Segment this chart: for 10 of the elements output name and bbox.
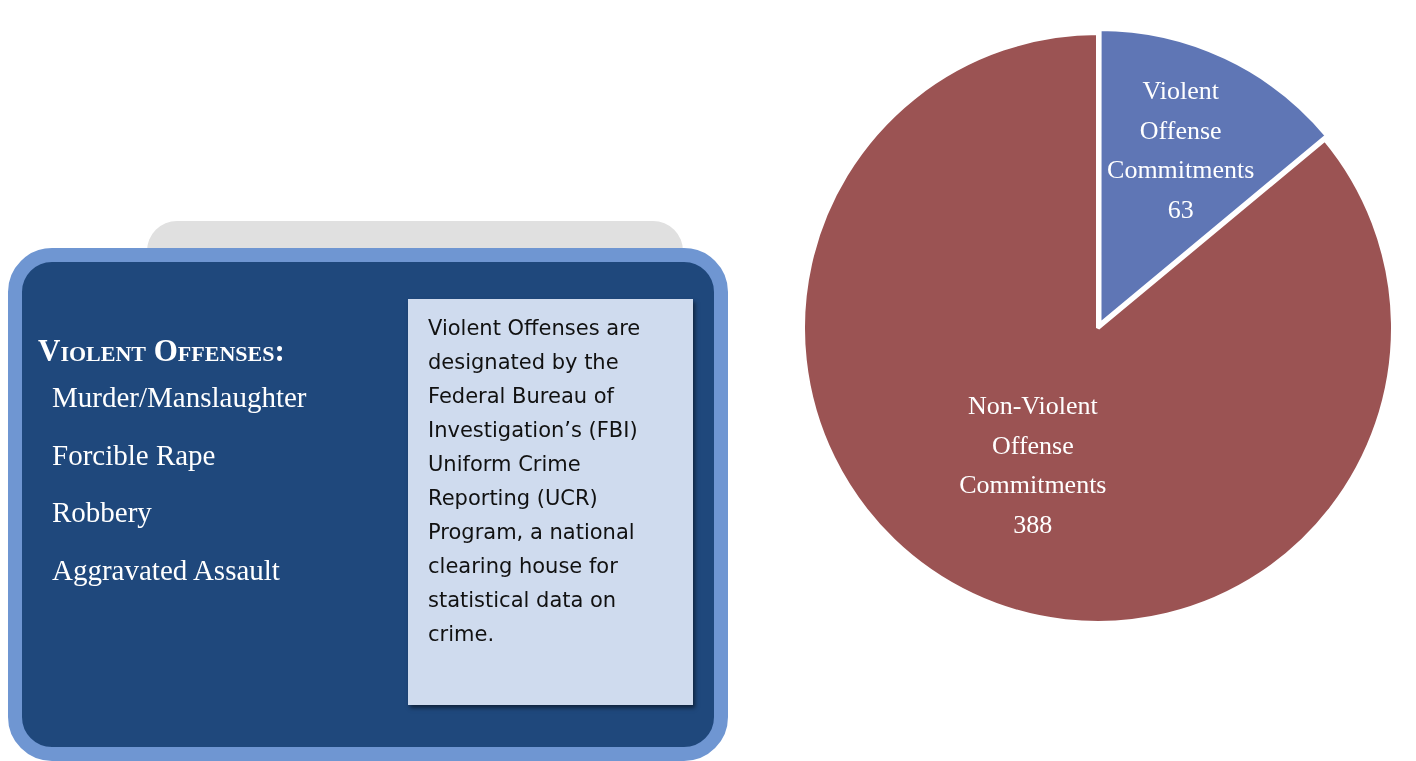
- text: Aggravated Assault: [52, 553, 280, 587]
- slice-label: Violent Offense Commitments: [1107, 76, 1255, 185]
- text: Robbery: [52, 496, 152, 529]
- data-label: 63: [1167, 194, 1194, 224]
- text: Forcible Rape: [52, 438, 216, 472]
- text: Violent Offenses:: [38, 333, 285, 369]
- text: Murder/Manslaughter: [52, 381, 307, 414]
- data-label: 388: [1013, 509, 1053, 539]
- text: Violent Offenses are designated by the Federal Bureau of Investigation’s (FBI) Uniform Crime Reporting (UCR) Program, a national clearing house for statistical data on crime.: [428, 316, 641, 646]
- slice-label: Non-Violent Offense Commitments: [959, 391, 1107, 500]
